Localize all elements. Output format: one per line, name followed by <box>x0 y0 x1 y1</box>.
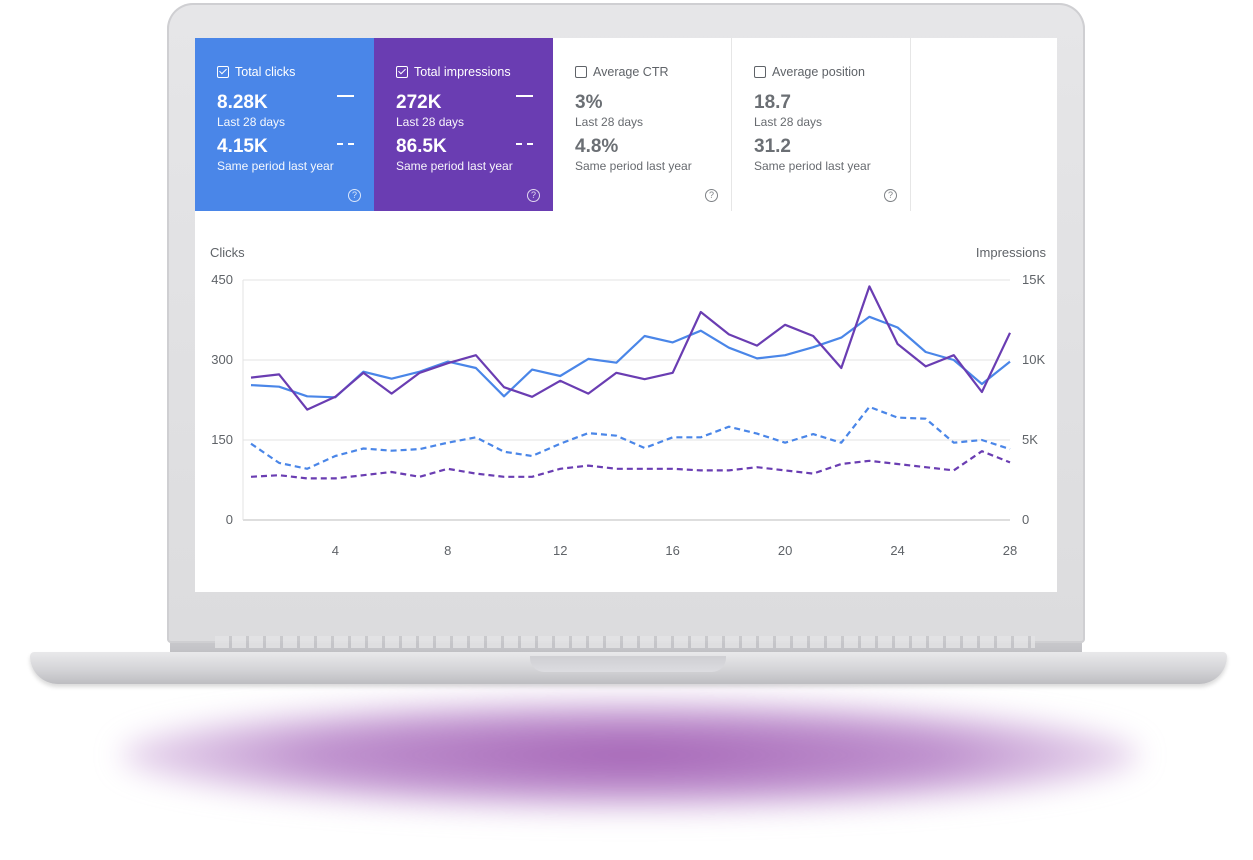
checkbox-unchecked-icon[interactable] <box>754 66 766 78</box>
y-tick-label-right: 5K <box>1022 432 1038 447</box>
x-tick-label: 4 <box>332 543 339 558</box>
y-tick-label-right: 15K <box>1022 272 1045 287</box>
keyboard-row <box>215 636 1035 648</box>
y-tick-label-right: 0 <box>1022 512 1029 527</box>
metric-card-average-ctr[interactable]: Average CTR 3% Last 28 days 4.8% Same pe… <box>553 38 732 211</box>
help-icon[interactable]: ? <box>527 189 540 202</box>
series-line-1 <box>250 315 1011 399</box>
help-icon[interactable]: ? <box>348 189 361 202</box>
checkbox-unchecked-icon[interactable] <box>575 66 587 78</box>
metric-label: Total clicks <box>235 65 296 79</box>
metric-period: Last 28 days <box>396 115 465 129</box>
metric-compare-value: 31.2 <box>754 136 791 157</box>
x-tick-label: 12 <box>553 543 567 558</box>
metric-label: Average CTR <box>593 65 669 79</box>
x-tick-label: 8 <box>444 543 451 558</box>
laptop-notch <box>530 656 726 672</box>
y-axis-left-title: Clicks <box>210 245 245 260</box>
dashed-line-legend-icon <box>516 143 533 145</box>
y-tick-label-left: 150 <box>211 432 233 447</box>
chart-svg: 0 0 150 5K 300 10K 450 15K 4 8 12 16 20 24 28 <box>211 272 1045 558</box>
metric-period: Last 28 days <box>217 115 286 129</box>
y-tick-label-left: 450 <box>211 272 233 287</box>
solid-line-legend-icon <box>337 95 354 97</box>
metric-period: Last 28 days <box>575 115 644 129</box>
help-icon[interactable]: ? <box>705 189 718 202</box>
laptop-screen: Total clicks 8.28K Last 28 days 4.15K Sa… <box>195 38 1057 592</box>
metric-card-average-position[interactable]: Average position 18.7 Last 28 days 31.2 … <box>732 38 911 211</box>
x-tick-label: 24 <box>890 543 904 558</box>
metric-compare-period: Same period last year <box>575 159 692 173</box>
metric-compare-period: Same period last year <box>217 159 334 173</box>
metric-compare-period: Same period last year <box>396 159 513 173</box>
metric-value: 8.28K <box>217 92 268 113</box>
metric-compare-value: 4.15K <box>217 136 268 157</box>
y-tick-label-right: 10K <box>1022 352 1045 367</box>
x-tick-label: 16 <box>665 543 679 558</box>
series-line-3 <box>250 405 1011 470</box>
series-line-2 <box>250 285 1011 411</box>
metric-value: 3% <box>575 92 603 113</box>
metric-card-total-impressions[interactable]: Total impressions 272K Last 28 days 86.5… <box>374 38 553 211</box>
metric-value: 18.7 <box>754 92 791 113</box>
performance-chart: Clicks Impressions 0 0 150 5K 300 10K 450 15K 4 8… <box>195 211 1057 592</box>
metric-period: Last 28 days <box>754 115 823 129</box>
y-axis-right-title: Impressions <box>975 245 1046 260</box>
checkbox-checked-icon[interactable] <box>396 66 408 78</box>
y-tick-label-left: 0 <box>226 512 233 527</box>
metric-compare-value: 4.8% <box>575 136 619 157</box>
solid-line-legend-icon <box>516 95 533 97</box>
x-tick-label: 28 <box>1003 543 1017 558</box>
series-line-4 <box>250 450 1011 480</box>
dashed-line-legend-icon <box>337 143 354 145</box>
metric-value: 272K <box>396 92 442 113</box>
metric-label: Average position <box>772 65 865 79</box>
y-tick-label-left: 300 <box>211 352 233 367</box>
metric-compare-value: 86.5K <box>396 136 447 157</box>
checkbox-checked-icon[interactable] <box>217 66 229 78</box>
metric-label: Total impressions <box>414 65 511 79</box>
x-tick-label: 20 <box>778 543 792 558</box>
metric-card-total-clicks[interactable]: Total clicks 8.28K Last 28 days 4.15K Sa… <box>195 38 374 211</box>
metric-compare-period: Same period last year <box>754 159 871 173</box>
help-icon[interactable]: ? <box>884 189 897 202</box>
purple-glow <box>120 700 1140 810</box>
